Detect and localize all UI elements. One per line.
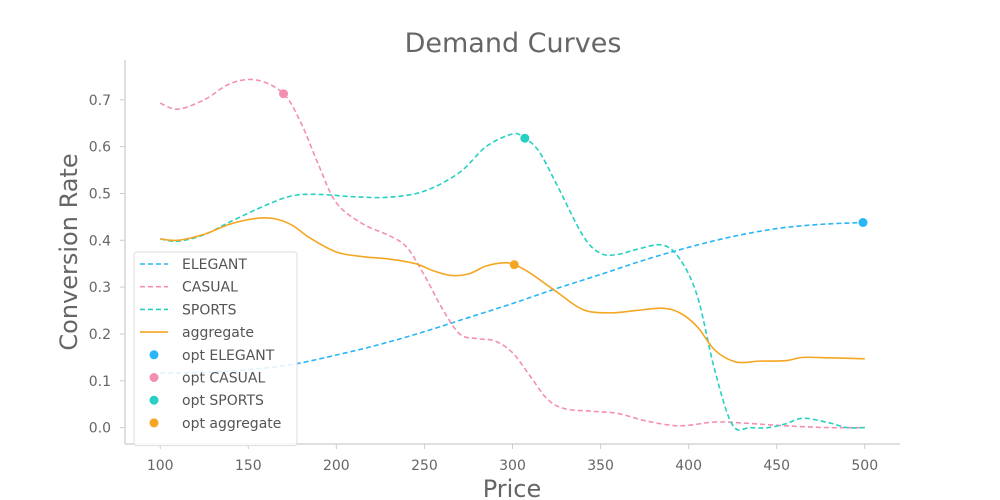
legend-label-sports: SPORTS — [182, 302, 237, 318]
legend-label-opt-casual: opt CASUAL — [182, 371, 265, 387]
y-tick-label: 0.5 — [89, 186, 111, 202]
legend: ELEGANT CASUAL SPORTS aggregate opt ELEGANT o… — [133, 251, 298, 447]
optimum-point-casual — [279, 89, 289, 99]
x-tick-label: 350 — [587, 458, 614, 474]
x-tick-label: 500 — [851, 458, 878, 474]
legend-swatch-opt-casual — [149, 373, 159, 382]
optimum-point-aggregate — [509, 260, 519, 270]
x-tick-label: 400 — [675, 458, 702, 474]
y-tick-label: 0.2 — [89, 327, 111, 343]
legend-label-elegant: ELEGANT — [182, 257, 247, 273]
chart-title: Demand Curves — [405, 28, 622, 59]
series-line-aggregate — [160, 216, 865, 364]
optima-layer — [279, 89, 868, 270]
y-axis-label: Conversion Rate — [55, 153, 83, 350]
legend-label-opt-aggregate: opt aggregate — [182, 416, 281, 432]
series-line-elegant — [160, 221, 865, 375]
y-tick-label: 0.7 — [89, 93, 111, 109]
y-tick-label: 0.3 — [89, 280, 111, 296]
legend-label-casual: CASUAL — [182, 280, 238, 296]
x-axis-label: Price — [483, 475, 542, 500]
x-tick-label: 200 — [323, 458, 350, 474]
axes: 100 150 200 250 300 350 400 450 500 0.0 0.1 0.2 0.3 0… — [89, 60, 900, 474]
legend-label-opt-sports: opt SPORTS — [182, 393, 264, 409]
x-tick-label: 100 — [147, 458, 174, 474]
x-tick-label: 450 — [763, 458, 790, 474]
y-tick-label: 0.4 — [89, 233, 111, 249]
x-tick-label: 150 — [235, 458, 262, 474]
legend-swatch-opt-sports — [149, 395, 159, 405]
legend-swatch-opt-aggregate — [149, 418, 159, 428]
x-tick-label: 250 — [411, 458, 438, 474]
legend-label-aggregate: aggregate — [182, 325, 254, 341]
optimum-point-sports — [520, 133, 530, 143]
optimum-point-elegant — [858, 217, 868, 227]
y-tick-label: 0.6 — [89, 140, 111, 156]
x-tick-label: 300 — [499, 458, 526, 474]
series-line-sports — [160, 132, 865, 431]
legend-label-opt-elegant: opt ELEGANT — [182, 348, 275, 364]
legend-box — [133, 251, 298, 447]
y-tick-label: 0.0 — [89, 421, 111, 437]
legend-swatch-opt-elegant — [149, 350, 159, 360]
y-tick-label: 0.1 — [89, 374, 111, 390]
